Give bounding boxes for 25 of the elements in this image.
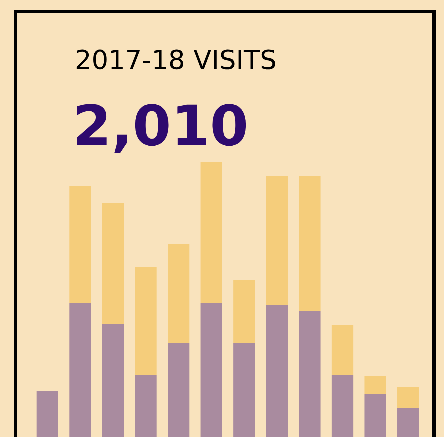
bar <box>168 244 190 343</box>
bar <box>266 305 288 437</box>
bar <box>398 387 420 408</box>
bar <box>135 375 157 437</box>
bar <box>299 311 321 437</box>
bar <box>332 325 354 376</box>
bar <box>70 303 92 437</box>
bar <box>200 162 222 304</box>
bar <box>168 342 190 437</box>
chart-title: 2017-18 VISITS <box>76 50 276 70</box>
bar <box>234 342 256 437</box>
bar <box>299 176 321 312</box>
bar <box>70 186 92 304</box>
bar <box>398 408 420 437</box>
bar <box>135 267 157 376</box>
bar <box>364 394 386 437</box>
bar <box>200 303 222 437</box>
chart-subtitle: 2,010 <box>77 104 246 154</box>
bar <box>36 391 58 437</box>
bar <box>234 280 256 343</box>
bar <box>332 375 354 437</box>
bar <box>102 324 124 437</box>
bar <box>102 202 124 324</box>
bar <box>266 176 288 305</box>
bar <box>364 376 386 394</box>
